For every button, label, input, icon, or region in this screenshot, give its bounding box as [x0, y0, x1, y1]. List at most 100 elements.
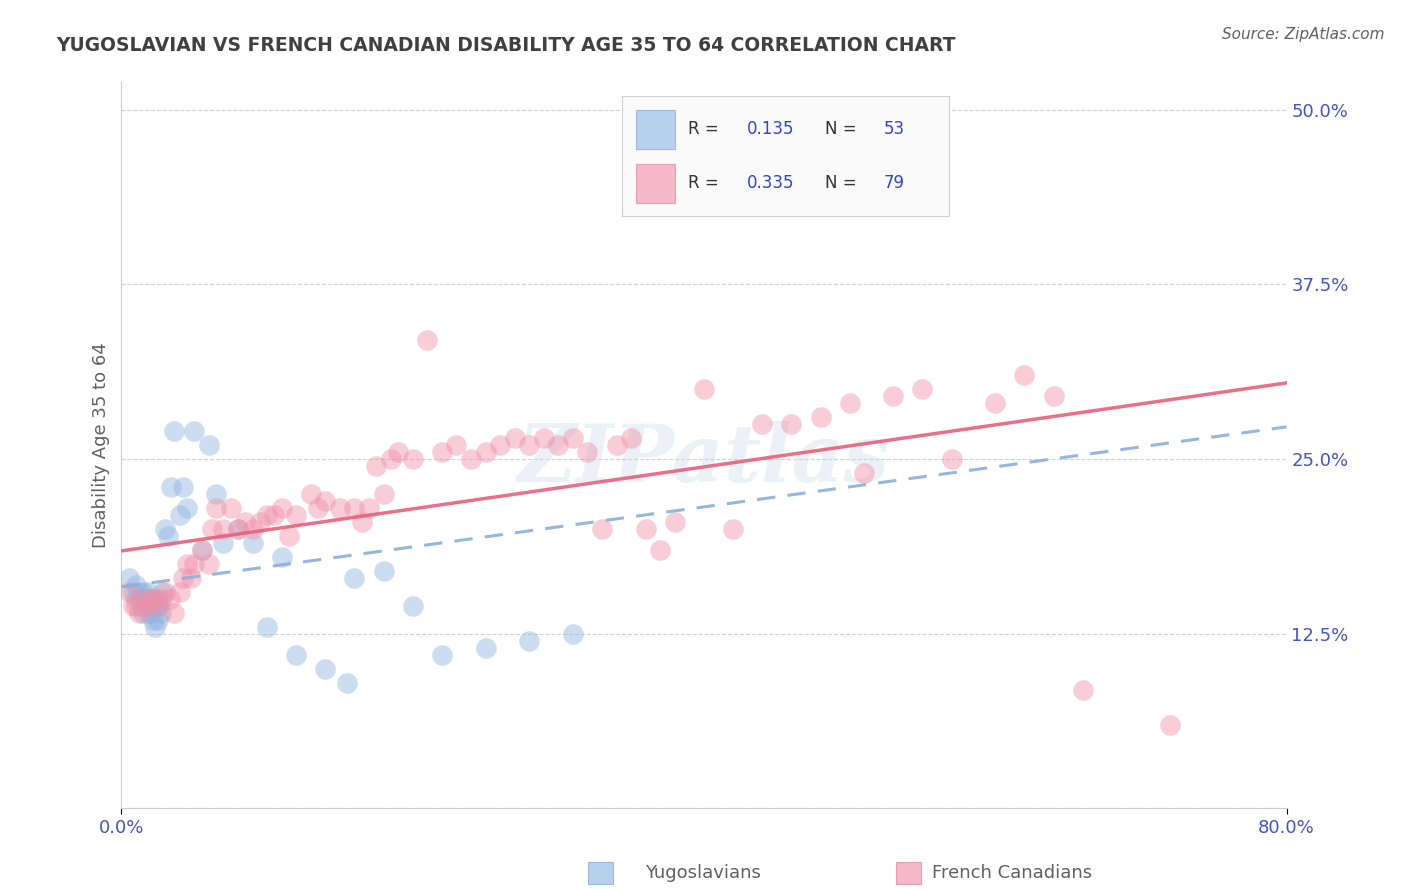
- Point: [233, 515, 256, 529]
- Point: [533, 431, 555, 445]
- Point: [343, 501, 366, 516]
- Point: [1071, 682, 1094, 697]
- Point: [205, 501, 228, 516]
- Point: [169, 508, 191, 522]
- Point: [634, 522, 657, 536]
- Point: [139, 591, 162, 606]
- Point: [219, 501, 242, 516]
- Point: [357, 501, 380, 516]
- Point: [183, 557, 205, 571]
- Point: [125, 599, 148, 613]
- Point: [160, 480, 183, 494]
- Point: [183, 424, 205, 438]
- Point: [150, 591, 173, 606]
- Point: [664, 515, 686, 529]
- Point: [591, 522, 613, 536]
- Point: [129, 591, 152, 606]
- Point: [416, 334, 439, 348]
- Point: [136, 585, 159, 599]
- Point: [430, 648, 453, 662]
- Point: [125, 591, 148, 606]
- Point: [128, 606, 150, 620]
- Point: [176, 501, 198, 516]
- Point: [131, 599, 153, 613]
- Point: [132, 585, 155, 599]
- Point: [366, 459, 388, 474]
- Point: [766, 194, 789, 208]
- Point: [299, 487, 322, 501]
- Point: [176, 557, 198, 571]
- Point: [146, 591, 169, 606]
- Point: [242, 522, 264, 536]
- Point: [128, 585, 150, 599]
- Point: [941, 452, 963, 467]
- Point: [143, 620, 166, 634]
- Point: [430, 445, 453, 459]
- Point: [517, 438, 540, 452]
- Point: [198, 438, 221, 452]
- Point: [132, 606, 155, 620]
- Point: [163, 424, 186, 438]
- Point: [343, 571, 366, 585]
- Point: [650, 543, 672, 558]
- Point: [249, 515, 271, 529]
- Point: [911, 382, 934, 396]
- Point: [693, 382, 716, 396]
- Point: [561, 627, 583, 641]
- Point: [134, 591, 156, 606]
- Point: [576, 445, 599, 459]
- Point: [201, 522, 224, 536]
- Point: [1042, 389, 1064, 403]
- Point: [146, 613, 169, 627]
- Point: [136, 599, 159, 613]
- Point: [402, 452, 425, 467]
- Point: [172, 571, 194, 585]
- Point: [172, 480, 194, 494]
- Point: [751, 417, 773, 432]
- Point: [270, 501, 292, 516]
- Point: [141, 591, 163, 606]
- Point: [212, 522, 235, 536]
- Point: [132, 591, 155, 606]
- Point: [125, 578, 148, 592]
- Point: [153, 585, 176, 599]
- Point: [285, 508, 308, 522]
- Point: [329, 501, 352, 516]
- Point: [142, 599, 165, 613]
- Point: [547, 438, 569, 452]
- Point: [226, 522, 249, 536]
- Point: [145, 599, 167, 613]
- Text: Yugoslavians: Yugoslavians: [645, 864, 761, 882]
- Text: French Canadians: French Canadians: [932, 864, 1092, 882]
- Point: [780, 417, 803, 432]
- Point: [205, 487, 228, 501]
- Point: [163, 606, 186, 620]
- Point: [142, 591, 165, 606]
- Y-axis label: Disability Age 35 to 64: Disability Age 35 to 64: [93, 343, 110, 548]
- Point: [118, 585, 141, 599]
- Point: [153, 522, 176, 536]
- Point: [122, 585, 145, 599]
- Point: [142, 613, 165, 627]
- Point: [1014, 368, 1036, 383]
- Point: [503, 431, 526, 445]
- Point: [256, 620, 278, 634]
- Point: [620, 431, 643, 445]
- Point: [277, 529, 299, 543]
- Point: [561, 431, 583, 445]
- Point: [139, 591, 162, 606]
- Point: [148, 599, 170, 613]
- Point: [122, 599, 145, 613]
- Point: [256, 508, 278, 522]
- Point: [664, 117, 686, 131]
- Point: [150, 585, 173, 599]
- Point: [474, 445, 496, 459]
- Point: [853, 466, 876, 480]
- Text: Source: ZipAtlas.com: Source: ZipAtlas.com: [1222, 27, 1385, 42]
- Point: [307, 501, 329, 516]
- Point: [489, 438, 512, 452]
- Point: [242, 536, 264, 550]
- Point: [139, 606, 162, 620]
- Point: [138, 599, 160, 613]
- Point: [135, 599, 157, 613]
